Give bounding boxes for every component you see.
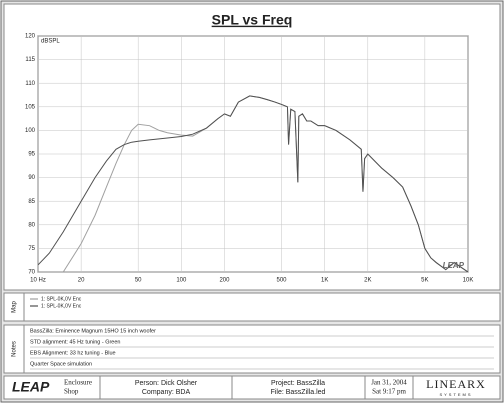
notes-label: Notes	[12, 341, 18, 357]
x-tick-label: 1K	[321, 278, 328, 284]
y-tick-label: 75	[28, 246, 35, 252]
map-label: Map	[12, 301, 18, 313]
y-tick-label: 120	[25, 34, 36, 40]
y-tick-label: 70	[28, 270, 35, 276]
legend-label: 1: SPL-0K,0V Enc	[41, 296, 82, 302]
logo: LEAP	[12, 379, 50, 395]
x-tick-label: 2K	[364, 278, 371, 284]
y-tick-label: 110	[25, 81, 35, 87]
y-tick-label: 80	[28, 222, 35, 228]
brand-sub: SYSTEMS	[439, 392, 472, 397]
y-tick-label: 85	[28, 199, 35, 205]
y-tick-label: 90	[28, 175, 35, 181]
y-tick-label: 100	[25, 128, 36, 134]
note-line: EBS Alignment: 33 hz tuning - Blue	[30, 350, 116, 356]
product: Shop	[64, 388, 79, 396]
note-line: Quarter Space simulation	[30, 361, 92, 367]
x-tick-label: 10 Hz	[30, 278, 46, 284]
product: Enclosure	[64, 379, 92, 387]
x-tick-label: 100	[176, 278, 187, 284]
footer-panel	[3, 375, 501, 400]
y-tick-label: 115	[25, 57, 35, 63]
series-line	[38, 95, 468, 272]
x-tick-label: 20	[78, 278, 85, 284]
brand: LINEARX	[426, 377, 486, 391]
y-tick-label: 105	[25, 104, 36, 110]
watermark: LEAP	[443, 261, 465, 270]
x-tick-label: 10K	[463, 278, 474, 284]
map-panel	[3, 292, 501, 322]
y-axis-label: dBSPL	[41, 39, 60, 45]
project: Project: BassZilla	[271, 380, 325, 387]
notes-panel	[3, 324, 501, 374]
x-tick-label: 500	[277, 278, 288, 284]
legend-label: 1: SPL-0K,0V Enc	[41, 303, 82, 309]
x-tick-label: 5K	[421, 278, 428, 284]
date: Jan 31, 2004	[371, 379, 407, 387]
note-line: BassZilla: Eminence Magnum 15HO 15 inch …	[30, 328, 156, 334]
person: Person: Dick Olsher	[135, 380, 198, 387]
company: Company: BDA	[142, 389, 191, 396]
x-tick-label: 200	[219, 278, 230, 284]
x-tick-label: 50	[135, 278, 142, 284]
time: Sat 9:17 pm	[372, 388, 406, 396]
y-tick-label: 95	[28, 152, 35, 158]
note-line: STD alignment: 45 Hz tuning - Green	[30, 339, 121, 345]
file: File: BassZilla.led	[271, 389, 326, 396]
chart-title: SPL vs Freq	[212, 12, 293, 28]
